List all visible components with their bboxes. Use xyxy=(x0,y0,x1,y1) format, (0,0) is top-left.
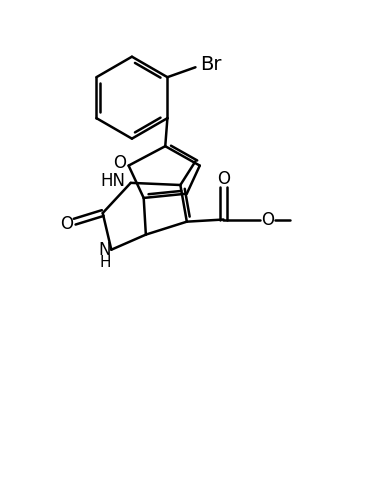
Text: Br: Br xyxy=(200,55,221,74)
Text: H: H xyxy=(99,255,111,270)
Text: O: O xyxy=(114,155,126,172)
Text: O: O xyxy=(261,211,274,228)
Text: O: O xyxy=(217,170,230,189)
Text: N: N xyxy=(99,240,111,259)
Text: O: O xyxy=(61,215,73,233)
Text: HN: HN xyxy=(100,172,125,190)
